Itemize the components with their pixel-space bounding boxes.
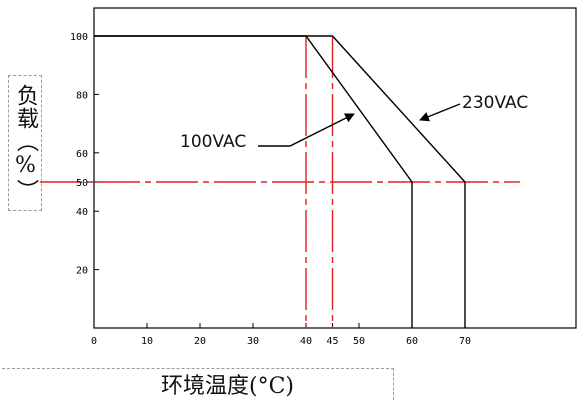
y-tick-label: 20 [76, 266, 88, 277]
x-tick-label: 45 [326, 336, 338, 347]
y-tick-label: 60 [76, 149, 88, 160]
series-line [94, 35, 466, 328]
annotations: 100VAC 230VAC [180, 93, 528, 152]
x-tick-label: 50 [353, 336, 365, 347]
y-tick-label: 40 [76, 207, 88, 218]
x-tick-label: 0 [91, 336, 97, 347]
annotation-arrow [258, 113, 355, 147]
annotation-label: 100VAC [180, 132, 246, 152]
reference-lines [40, 36, 520, 328]
x-tick-label: 60 [406, 336, 418, 347]
annotation-arrow [419, 103, 461, 122]
x-tick-label: 40 [300, 336, 312, 347]
x-tick-label: 70 [459, 336, 471, 347]
series-lines [94, 35, 466, 328]
x-tick-label: 20 [194, 336, 206, 347]
y-axis-label: 负载（%） [8, 75, 42, 211]
annotation-label: 230VAC [462, 93, 528, 113]
tick-labels: 0 10 20 30 40 45 50 60 70 20 40 50 60 80 100 [70, 32, 471, 347]
y-tick-label: 80 [76, 90, 88, 101]
y-tick-label: 50 [76, 178, 88, 189]
axes [93, 7, 577, 329]
x-tick-label: 30 [247, 336, 259, 347]
x-axis-label: 环境温度(°C) [2, 368, 394, 400]
y-tick-label: 100 [70, 32, 88, 43]
x-tick-label: 10 [141, 336, 153, 347]
plot-frame [93, 7, 577, 329]
